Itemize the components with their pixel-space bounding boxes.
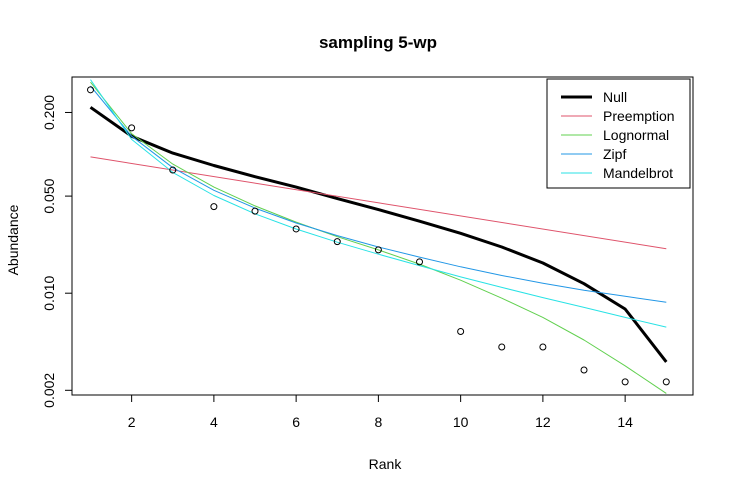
y-tick-label: 0.200 bbox=[41, 95, 57, 130]
data-point bbox=[128, 124, 136, 132]
data-point bbox=[169, 166, 177, 174]
series-lines bbox=[89, 79, 668, 394]
x-tick-label: 8 bbox=[374, 414, 382, 430]
y-tick-label: 0.050 bbox=[41, 178, 57, 213]
data-point bbox=[621, 378, 629, 386]
data-point bbox=[498, 343, 506, 351]
x-tick-label: 2 bbox=[128, 414, 136, 430]
data-point bbox=[374, 246, 382, 254]
legend-label-null: Null bbox=[603, 89, 627, 105]
x-tick-label: 14 bbox=[617, 414, 633, 430]
data-point bbox=[662, 378, 670, 386]
data-point bbox=[416, 258, 424, 266]
data-point bbox=[292, 225, 300, 233]
data-point bbox=[87, 86, 95, 94]
data-point bbox=[251, 207, 259, 215]
y-tick-label: 0.010 bbox=[41, 275, 57, 310]
legend-label-mandelbrot: Mandelbrot bbox=[603, 165, 673, 181]
x-axis: 2 4 6 8 10 12 14 bbox=[128, 394, 633, 430]
y-tick-label: 0.002 bbox=[41, 373, 57, 408]
legend: Null Preemption Lognormal Zipf Mandelbrot bbox=[546, 78, 691, 189]
x-axis-label: Rank bbox=[369, 456, 403, 472]
legend-label-zipf: Zipf bbox=[603, 146, 626, 162]
x-tick-label: 12 bbox=[535, 414, 551, 430]
x-tick-label: 10 bbox=[453, 414, 469, 430]
observed-points bbox=[87, 86, 670, 386]
series-line-null bbox=[89, 106, 668, 363]
series-line-lognormal bbox=[90, 81, 667, 394]
x-tick-label: 4 bbox=[210, 414, 218, 430]
data-point bbox=[539, 343, 547, 351]
x-tick-label: 6 bbox=[292, 414, 300, 430]
data-point bbox=[210, 203, 218, 211]
data-point bbox=[580, 366, 588, 374]
data-point bbox=[333, 238, 341, 246]
legend-label-preemption: Preemption bbox=[603, 108, 675, 124]
series-line-mandelbrot bbox=[90, 79, 667, 328]
legend-label-lognormal: Lognormal bbox=[603, 127, 669, 143]
y-axis-label: Abundance bbox=[5, 204, 21, 275]
y-axis: 0.002 0.010 0.050 0.200 bbox=[41, 95, 73, 408]
chart-title: sampling 5-wp bbox=[319, 33, 437, 52]
data-point bbox=[457, 328, 465, 336]
